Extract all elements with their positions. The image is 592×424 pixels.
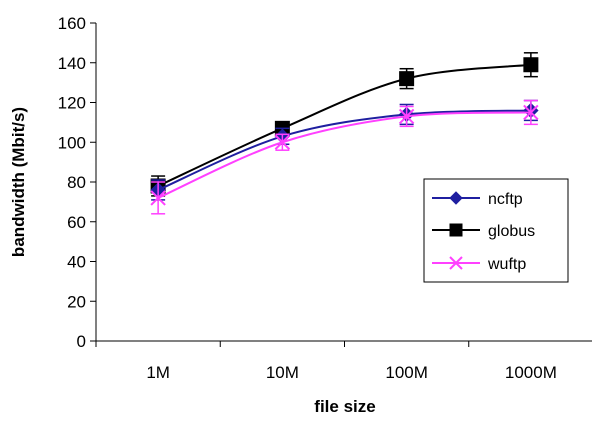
series-line xyxy=(157,111,531,199)
y-tick-label: 0 xyxy=(77,332,86,351)
y-tick-label: 140 xyxy=(58,54,86,73)
series-line xyxy=(157,109,531,191)
marker-square xyxy=(449,223,463,237)
marker-square xyxy=(523,57,539,73)
x-axis-title: file size xyxy=(314,397,375,416)
axes: 0 20 40 60 80 100 120 140 160 1M 10M 100M 1000M xyxy=(58,14,592,382)
marker-square xyxy=(399,71,415,87)
legend-label: wuftp xyxy=(487,256,526,273)
marker-x xyxy=(274,134,291,150)
x-tick-label: 1000M xyxy=(505,363,557,382)
marker-diamond xyxy=(449,191,463,205)
y-tick-label: 40 xyxy=(67,253,86,272)
legend-item-ncftp: ncftp xyxy=(432,191,523,208)
y-tick-label: 20 xyxy=(67,292,86,311)
legend: ncftp globus wuftp xyxy=(423,178,569,283)
series-line xyxy=(157,63,531,187)
marker-x xyxy=(398,108,415,125)
legend-item-wuftp: wuftp xyxy=(432,256,526,273)
y-tick-label: 100 xyxy=(58,133,86,152)
marker-x xyxy=(449,256,463,270)
x-tick-label: 1M xyxy=(146,363,170,382)
y-axis-title: bandwidth (Mbit/s) xyxy=(9,107,28,257)
legend-label: globus xyxy=(488,223,535,240)
x-tick-label: 10M xyxy=(266,363,299,382)
y-tick-label: 160 xyxy=(58,14,86,33)
y-tick-label: 60 xyxy=(67,213,86,232)
y-tick-label: 120 xyxy=(58,94,86,113)
x-tick-label: 100M xyxy=(385,363,428,382)
y-tick-label: 80 xyxy=(67,173,86,192)
legend-item-globus: globus xyxy=(432,223,535,240)
marker-x xyxy=(150,190,166,206)
marker-x xyxy=(523,104,539,121)
legend-label: ncftp xyxy=(488,191,523,208)
series-group xyxy=(150,52,539,215)
series-wuftp xyxy=(150,99,539,215)
